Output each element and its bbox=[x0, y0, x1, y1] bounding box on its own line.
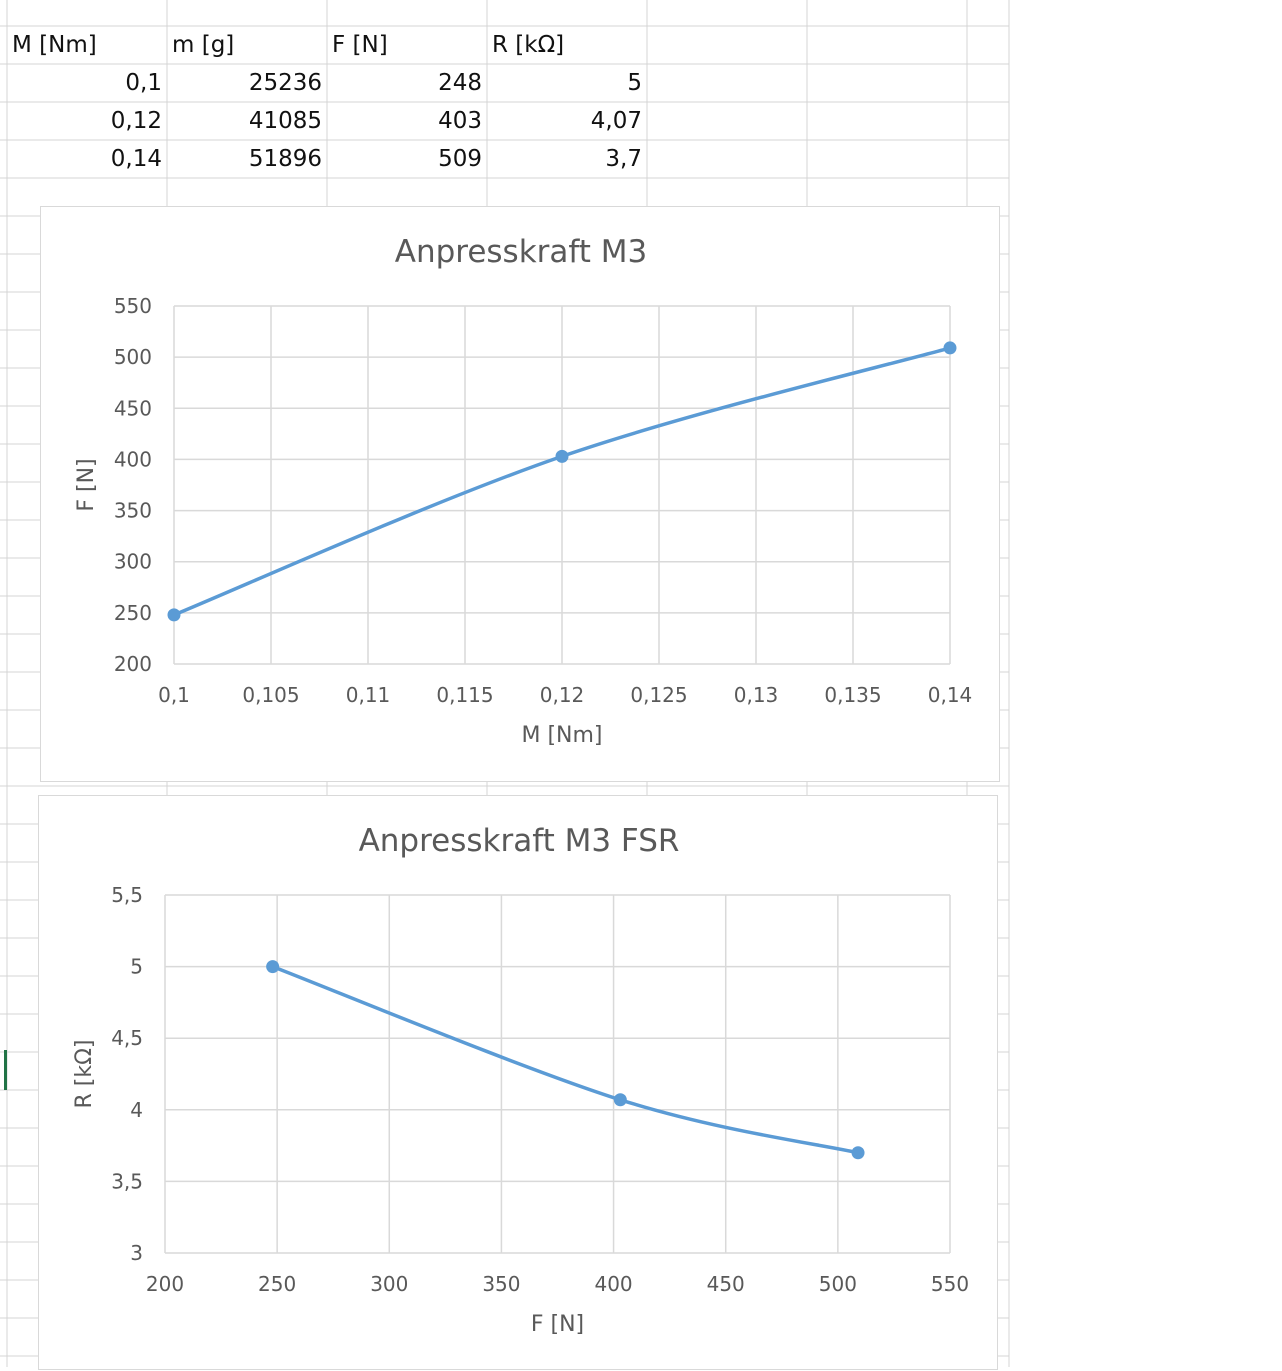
x-tick-label: 300 bbox=[370, 1272, 408, 1296]
x-tick-label: 0,12 bbox=[540, 683, 585, 707]
x-tick-label: 0,13 bbox=[734, 683, 779, 707]
x-tick-label: 500 bbox=[819, 1272, 857, 1296]
x-axis-label: F [N] bbox=[531, 1312, 584, 1337]
y-tick-label: 400 bbox=[114, 447, 152, 471]
chart-anpresskraft-m3[interactable]: Anpresskraft M3 0,1 0,105 0,11 0,115 0,12 0,12… bbox=[40, 206, 1000, 782]
x-tick-label: 0,115 bbox=[436, 683, 493, 707]
table-cell[interactable]: 4,07 bbox=[590, 108, 642, 134]
x-tick-label: 0,125 bbox=[630, 683, 687, 707]
header-f-n[interactable]: F [N] bbox=[332, 32, 388, 58]
y-tick-label: 4 bbox=[130, 1098, 143, 1122]
y-tick-label: 350 bbox=[114, 499, 152, 523]
y-tick-label: 300 bbox=[114, 550, 152, 574]
header-m-g[interactable]: m [g] bbox=[172, 32, 235, 58]
x-tick-label: 0,105 bbox=[242, 683, 299, 707]
y-axis-label: R [kΩ] bbox=[72, 1040, 97, 1109]
table-cell[interactable]: 403 bbox=[438, 108, 482, 134]
table-cell[interactable]: 41085 bbox=[248, 108, 322, 134]
x-tick-label: 450 bbox=[707, 1272, 745, 1296]
table-cell[interactable]: 509 bbox=[438, 146, 482, 172]
x-tick-label: 0,135 bbox=[824, 683, 881, 707]
y-tick-label: 4,5 bbox=[111, 1026, 143, 1050]
data-point bbox=[613, 1093, 627, 1107]
table-cell[interactable]: 5 bbox=[627, 70, 642, 96]
x-tick-label: 350 bbox=[482, 1272, 520, 1296]
chart-svg: Anpresskraft M3 0,1 0,105 0,11 0,115 0,12 0,12… bbox=[74, 234, 973, 748]
table-cell[interactable]: 248 bbox=[438, 70, 482, 96]
x-axis-label: M [Nm] bbox=[521, 723, 602, 748]
data-point bbox=[555, 449, 569, 463]
y-tick-label: 450 bbox=[114, 396, 152, 420]
chart-title: Anpresskraft M3 bbox=[395, 234, 648, 270]
header-m-nm[interactable]: M [Nm] bbox=[12, 32, 97, 58]
data-point bbox=[851, 1146, 865, 1160]
series-line bbox=[270, 964, 860, 1155]
y-tick-label: 3 bbox=[130, 1241, 143, 1265]
x-tick-label: 0,1 bbox=[158, 683, 190, 707]
table-cell[interactable]: 25236 bbox=[248, 70, 322, 96]
x-tick-label: 400 bbox=[594, 1272, 632, 1296]
header-r-kohm[interactable]: R [kΩ] bbox=[492, 32, 565, 58]
y-tick-label: 5 bbox=[130, 955, 143, 979]
x-tick-label: 250 bbox=[258, 1272, 296, 1296]
chart-anpresskraft-m3-fsr[interactable]: Anpresskraft M3 FSR 200 250 300 350 400 450 500… bbox=[38, 795, 998, 1370]
table-cell[interactable]: 0,1 bbox=[125, 70, 162, 96]
x-tick-label: 200 bbox=[146, 1272, 184, 1296]
y-tick-label: 200 bbox=[114, 652, 152, 676]
y-tick-label: 3,5 bbox=[111, 1169, 143, 1193]
table-cell[interactable]: 0,14 bbox=[110, 146, 162, 172]
table-cell[interactable]: 51896 bbox=[248, 146, 322, 172]
x-tick-label: 550 bbox=[931, 1272, 969, 1296]
data-point bbox=[167, 608, 181, 622]
y-tick-label: 250 bbox=[114, 601, 152, 625]
table-cell[interactable]: 3,7 bbox=[605, 146, 642, 172]
active-cell-marker bbox=[4, 1050, 7, 1090]
chart-svg: Anpresskraft M3 FSR 200 250 300 350 400 450 500… bbox=[72, 823, 969, 1337]
y-tick-label: 5,5 bbox=[111, 883, 143, 907]
data-point bbox=[266, 960, 280, 974]
y-tick-label: 500 bbox=[114, 345, 152, 369]
table-cell[interactable]: 0,12 bbox=[110, 108, 162, 134]
y-axis-label: F [N] bbox=[74, 458, 99, 511]
x-tick-label: 0,11 bbox=[346, 683, 391, 707]
x-tick-label: 0,14 bbox=[928, 683, 973, 707]
data-point bbox=[943, 341, 957, 355]
y-tick-label: 550 bbox=[114, 294, 152, 318]
chart-title: Anpresskraft M3 FSR bbox=[359, 823, 680, 859]
